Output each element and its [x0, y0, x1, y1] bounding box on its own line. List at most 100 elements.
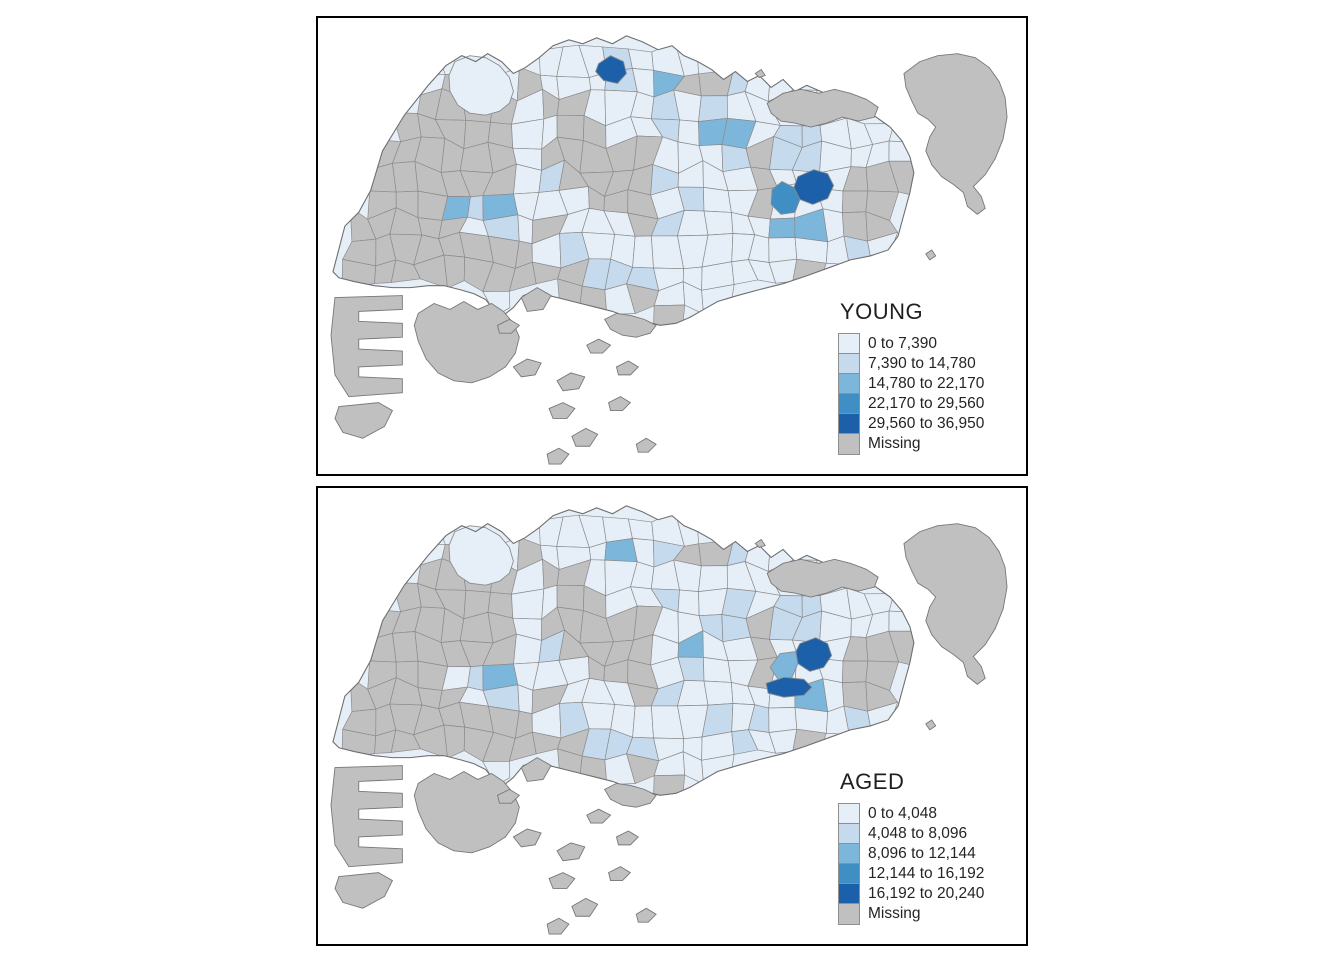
southern-island: [512, 358, 542, 378]
legend-items-aged: 0 to 4,048 4,048 to 8,096 8,096 to 12,144 1…: [838, 802, 985, 925]
subzone-cell: [677, 589, 700, 617]
southern-island: [571, 427, 599, 447]
pulau-tekong: [903, 523, 1008, 685]
subzone-cell: [392, 631, 419, 663]
sentosa: [603, 312, 657, 338]
tuas-south-islet: [334, 872, 394, 909]
legend-swatch-c4: [838, 392, 860, 415]
subzone-cell: [632, 235, 654, 269]
southern-island: [608, 866, 632, 882]
legend-item: 7,390 to 14,780: [838, 352, 984, 375]
legend-item-label: 0 to 4,048: [868, 805, 937, 822]
legend-items-young: 0 to 7,390 7,390 to 14,780 14,780 to 22,17…: [838, 332, 985, 455]
legend-swatch-c3: [838, 372, 860, 395]
tuas-wharves-comb: [330, 295, 403, 398]
legend-swatch-c1: [838, 802, 860, 825]
legend-item: 22,170 to 29,560: [838, 392, 985, 415]
woodlands-dark-region: [595, 55, 627, 84]
subzone-cell: [556, 584, 585, 611]
legend-item-label: 8,096 to 12,144: [868, 845, 976, 862]
southern-island: [548, 872, 576, 889]
subzone-cell: [627, 48, 654, 71]
southern-island: [546, 447, 570, 465]
subzone-cell: [392, 161, 419, 193]
legend-item-label: 29,560 to 36,950: [868, 415, 985, 432]
subzone-cell: [511, 588, 545, 620]
subzone-cell: [578, 755, 608, 786]
subzone-cell: [652, 304, 686, 326]
southern-island: [615, 360, 640, 376]
tampines-dark-region: [793, 169, 835, 205]
lim-chu-kang-region: [448, 525, 514, 586]
pulau-ubin: [766, 88, 879, 128]
pulau-ubin: [766, 558, 879, 598]
legend-item-label: 4,048 to 8,096: [868, 825, 968, 842]
tuas-south-islet: [334, 402, 394, 439]
legend-item: 16,192 to 20,240: [838, 882, 984, 905]
subzone-cell: [604, 538, 638, 563]
southern-island: [512, 828, 542, 848]
legend-title-aged: AGED: [840, 769, 905, 794]
legend-item-label: 14,780 to 22,170: [868, 375, 985, 392]
legend-title-young: YOUNG: [840, 299, 924, 324]
lim-chu-kang-region: [448, 55, 514, 116]
legend-item-label: Missing: [868, 435, 921, 452]
legend-item: 0 to 7,390: [838, 332, 984, 355]
legend-swatch-c3: [838, 842, 860, 865]
tuas-wharves-comb: [330, 765, 403, 868]
subzone-cell: [511, 118, 545, 150]
subzone-cell: [768, 707, 798, 733]
legend-swatch-c4: [838, 862, 860, 885]
legend-swatch-c5: [838, 882, 860, 905]
subzone-cell: [467, 195, 484, 221]
aged-legend: AGED 0 to 4,048 4,048 to 8,096 8,096 to 12…: [838, 769, 985, 925]
legend-item-label: 12,144 to 16,192: [868, 865, 985, 882]
southern-island: [586, 338, 612, 354]
islet: [754, 538, 766, 548]
southern-island: [571, 897, 599, 917]
southern-island: [635, 437, 657, 453]
tampines-dark-region: [795, 637, 833, 672]
legend-item-label: Missing: [868, 905, 921, 922]
subzone-cell: [602, 516, 633, 543]
legend-swatch-c5: [838, 412, 860, 435]
legend-item: 4,048 to 8,096: [838, 822, 984, 845]
legend-swatch-c2: [838, 352, 860, 375]
subzone-cell: [842, 190, 869, 214]
subzone-cell: [703, 680, 734, 706]
young-choropleth-map: [330, 35, 1008, 465]
subzone-cell: [369, 632, 397, 663]
young-legend: YOUNG 0 to 7,390 7,390 to 14,780 14,780 to…: [838, 299, 985, 455]
subzone-cell: [703, 656, 732, 683]
jurong-island: [413, 770, 520, 854]
legend-item-label: 0 to 7,390: [868, 335, 937, 352]
islet: [754, 68, 766, 78]
aged-map-panel: AGED 0 to 4,048 4,048 to 8,096 8,096 to 12…: [316, 486, 1028, 946]
jurong-islet: [520, 287, 552, 312]
subzone-cell: [652, 774, 686, 796]
sentosa: [603, 782, 657, 808]
subzone-cell: [842, 660, 869, 684]
legend-item-label: 22,170 to 29,560: [868, 395, 985, 412]
islet: [925, 249, 937, 261]
subzone-cell: [467, 665, 484, 691]
southern-island: [497, 788, 521, 804]
legend-item: Missing: [838, 432, 984, 455]
subzone-cell: [556, 114, 585, 141]
island-shapes: [330, 53, 1008, 465]
bedok-reservoir-dark-region: [765, 676, 813, 698]
southern-island: [556, 372, 586, 392]
southern-island: [608, 396, 632, 412]
legend-item: 14,780 to 22,170: [838, 372, 985, 395]
southern-island: [497, 318, 521, 334]
subzone-cell: [768, 217, 796, 239]
subzone-cell: [578, 285, 608, 316]
legend-item: Missing: [838, 902, 984, 925]
southern-island: [548, 402, 576, 419]
subzone-cell: [703, 186, 732, 213]
southern-island: [635, 907, 657, 923]
legend-swatch-missing: [838, 432, 860, 455]
islet: [925, 719, 937, 731]
coastline: [332, 35, 915, 326]
subzone-cell: [698, 95, 728, 123]
